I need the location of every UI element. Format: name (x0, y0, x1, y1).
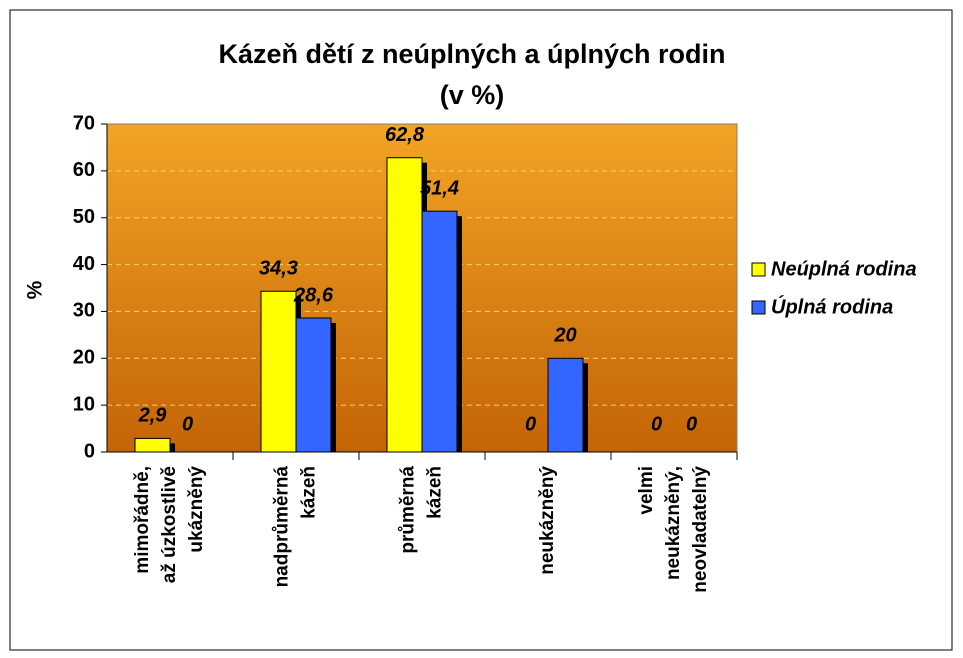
bar (295, 317, 332, 453)
bar (421, 210, 458, 453)
chart-title: Kázeň dětí z neúplných a úplných rodin (218, 39, 725, 69)
bar (547, 357, 584, 453)
x-tick-label: kázeň (425, 466, 446, 519)
data-label: 51,4 (420, 177, 459, 199)
legend-label: Neúplná rodina (771, 258, 917, 280)
x-tick-label: průměrná (398, 466, 419, 554)
y-tick-label: 20 (73, 347, 95, 369)
legend-swatch (751, 262, 766, 277)
x-tick-label: až úzkostlivě (159, 466, 180, 583)
legend-swatch (751, 300, 766, 315)
data-label: 28,6 (293, 284, 334, 306)
x-tick-label: nadprůměrná (272, 466, 293, 588)
data-label: 0 (651, 413, 662, 435)
y-tick-label: 0 (84, 440, 95, 462)
data-label: 34,3 (259, 258, 298, 280)
bar (386, 157, 423, 453)
y-tick-label: 60 (73, 159, 95, 181)
chart-subtitle: (v %) (440, 80, 505, 110)
y-tick-label: 70 (73, 112, 95, 134)
data-label: 0 (686, 413, 697, 435)
data-label: 20 (553, 325, 576, 347)
y-tick-label: 40 (73, 253, 95, 275)
x-tick-label: neovladatelný (690, 466, 711, 593)
x-tick-label: mimořádně, (132, 466, 153, 574)
bar (260, 290, 297, 453)
y-axis-label: % (24, 280, 47, 299)
data-label: 0 (525, 413, 536, 435)
x-tick-label: kázeň (299, 466, 320, 519)
data-label: 62,8 (385, 124, 425, 146)
x-tick-label: velmi (636, 466, 657, 515)
y-tick-label: 30 (73, 300, 95, 322)
y-tick-label: 50 (73, 206, 95, 228)
data-label: 2,9 (138, 405, 168, 427)
legend-label: Úplná rodina (771, 294, 893, 318)
x-tick-label: ukázněný (186, 466, 207, 553)
x-tick-label: neukázněný (537, 466, 558, 575)
bar (134, 437, 171, 453)
y-tick-label: 10 (73, 393, 95, 415)
x-tick-label: neukázněný, (663, 466, 684, 580)
data-label: 0 (182, 413, 193, 435)
